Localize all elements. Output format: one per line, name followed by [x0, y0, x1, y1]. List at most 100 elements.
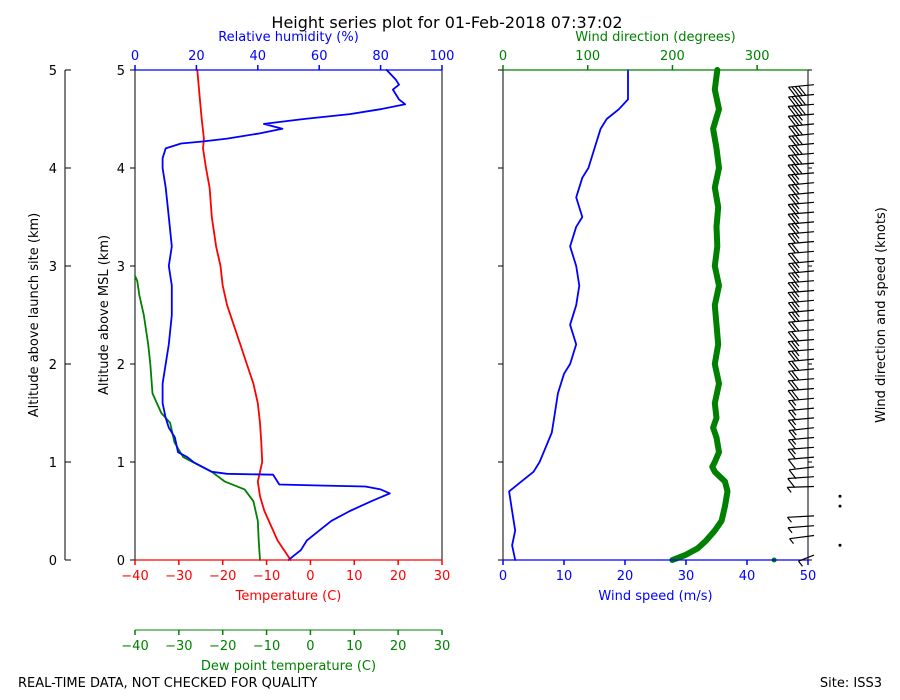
wind-barb-staff: [788, 221, 815, 225]
y-tick-label: 2: [117, 358, 125, 373]
wind-barb-staff: [788, 133, 815, 137]
wind-barb-calm: [838, 543, 842, 547]
wind-barb-feather: [791, 291, 800, 302]
wind-barb-half-feather: [794, 350, 800, 357]
wind-barb-staff: [788, 456, 815, 460]
wind-barb-half-feather: [791, 419, 797, 426]
wind-barb-half-feather: [791, 400, 797, 406]
wind-panel: 0 10 20 30 40 50 Wind speed (m/s) 0 100 200 300 Win…: [498, 30, 816, 604]
wind_speed-tick-label: 20: [617, 569, 634, 584]
wind-barb-staff: [787, 446, 815, 450]
wind-barb-feather: [791, 154, 800, 165]
wind-barbs-axis-label: Wind direction and speed (knots): [874, 207, 889, 423]
wind-barb-half-feather: [794, 213, 800, 220]
wind-barb-feather: [791, 243, 800, 253]
dewpoint-tick-label: −30: [165, 639, 192, 654]
rh-tick-label: 20: [188, 49, 205, 64]
wind-barb-staff: [788, 231, 815, 235]
launch-site-tick-label: 2: [49, 358, 57, 373]
wind-barb-feather: [787, 380, 796, 391]
temperature-tick-label: −10: [253, 569, 280, 584]
wind-barb-staff: [788, 319, 815, 323]
wind-barb-staff: [787, 515, 815, 518]
wind-barb-feather: [791, 252, 800, 263]
wind-barb-half-feather: [794, 203, 800, 210]
wind-barb-feather: [791, 272, 800, 283]
wind-barb-feather: [791, 370, 800, 381]
wind-barb-feather: [788, 312, 797, 322]
launch-site-axis: 0 1 2 3 4 5 Altitude above launch site (km): [27, 64, 71, 569]
wind-barb-feather: [794, 105, 803, 116]
dewpoint-tick-label: −40: [121, 639, 148, 654]
wind-barb-feather: [791, 350, 800, 361]
wind-barb-feather: [794, 125, 803, 136]
wind-barb-half-feather: [794, 262, 800, 269]
chart-title: Height series plot for 01-Feb-2018 07:37…: [271, 13, 622, 32]
footer-quality-note: REAL-TIME DATA, NOT CHECKED FOR QUALITY: [18, 676, 317, 691]
wind-barb-staff: [788, 270, 815, 274]
footer-site: Site: ISS3: [820, 676, 882, 691]
wind-barb-staff: [788, 338, 815, 343]
wind-barb-feather: [791, 203, 800, 214]
wind-barb-half-feather: [791, 429, 797, 436]
wind-barb-feather: [787, 341, 796, 351]
wind-barb-half-feather: [789, 538, 794, 545]
wind-barb-feather: [787, 174, 796, 185]
wind-barb-half-feather: [791, 439, 797, 445]
wind-barb-feather: [798, 95, 807, 106]
wind-barb-feather: [791, 321, 800, 332]
y-tick-label: 1: [117, 456, 125, 471]
wind-barb-staff: [788, 103, 815, 107]
wind-barb-feather: [787, 213, 796, 224]
wind-barb-feather: [787, 458, 796, 469]
wind-barb-feather: [791, 145, 800, 155]
wind-barb-feather: [787, 204, 796, 214]
wind-barb-staff: [788, 93, 815, 98]
wind-barb-staff: [788, 427, 815, 432]
wind-barb-calm: [838, 494, 842, 498]
wind-barb-feather: [791, 331, 800, 342]
wind-barb-staff: [788, 387, 815, 392]
wind-barb-feather: [787, 194, 796, 205]
wind-barb-half-feather: [794, 301, 800, 308]
wind-barb-half-feather: [798, 560, 803, 567]
wind-barb-staff: [788, 280, 815, 284]
wind-barb-feather: [788, 86, 796, 97]
wind-barb-feather: [787, 390, 796, 400]
wind-barb-feather: [791, 360, 800, 371]
wind_dir-tick-label: 200: [660, 49, 685, 64]
wind-barb-staff: [788, 309, 815, 314]
wind-barb-feather: [791, 86, 800, 97]
rh-tick-label: 0: [131, 49, 139, 64]
wind_dir-series-line: [669, 67, 731, 563]
wind-barb-staff: [788, 211, 815, 215]
wind_dir-tick-label: 100: [575, 49, 600, 64]
wind-barb-feather: [787, 361, 796, 371]
wind-barb-feather: [787, 331, 796, 342]
launch-site-tick-label: 1: [49, 456, 57, 471]
wind-barb-half-feather: [791, 409, 797, 416]
wind-barb-staff: [788, 240, 815, 245]
wind-barb-feather: [787, 370, 796, 381]
wind-barb-feather: [788, 410, 796, 420]
wind-barb-half-feather: [786, 486, 792, 493]
dewpoint-series-line: [134, 274, 261, 561]
wind-barb-feather: [788, 263, 796, 273]
wind-barb-half-feather: [794, 281, 800, 288]
wind-barb-feather: [791, 194, 800, 204]
wind-barb-staff: [787, 162, 815, 166]
wind-barb-half-feather: [794, 223, 800, 229]
thermo-panel: 0 1 2 3 4 5 −40 −30 −20 −10 0 10 20 30 Temperature (C)…: [97, 30, 454, 674]
wind-barb-feather: [794, 86, 803, 96]
wind-barb-feather: [791, 262, 800, 273]
dewpoint-tick-label: −20: [209, 639, 236, 654]
wind-barb-staff: [788, 436, 815, 441]
wind-barb-half-feather: [794, 272, 800, 279]
wind_speed-tick-label: 10: [556, 569, 573, 584]
wind-barb-staff: [789, 534, 815, 540]
wind-barb-feather: [791, 302, 800, 312]
wind-barb-staff: [788, 378, 815, 382]
wind-barb-feather: [787, 351, 796, 361]
wind-barb-feather: [794, 154, 803, 165]
temperature-tick-label: −30: [165, 569, 192, 584]
